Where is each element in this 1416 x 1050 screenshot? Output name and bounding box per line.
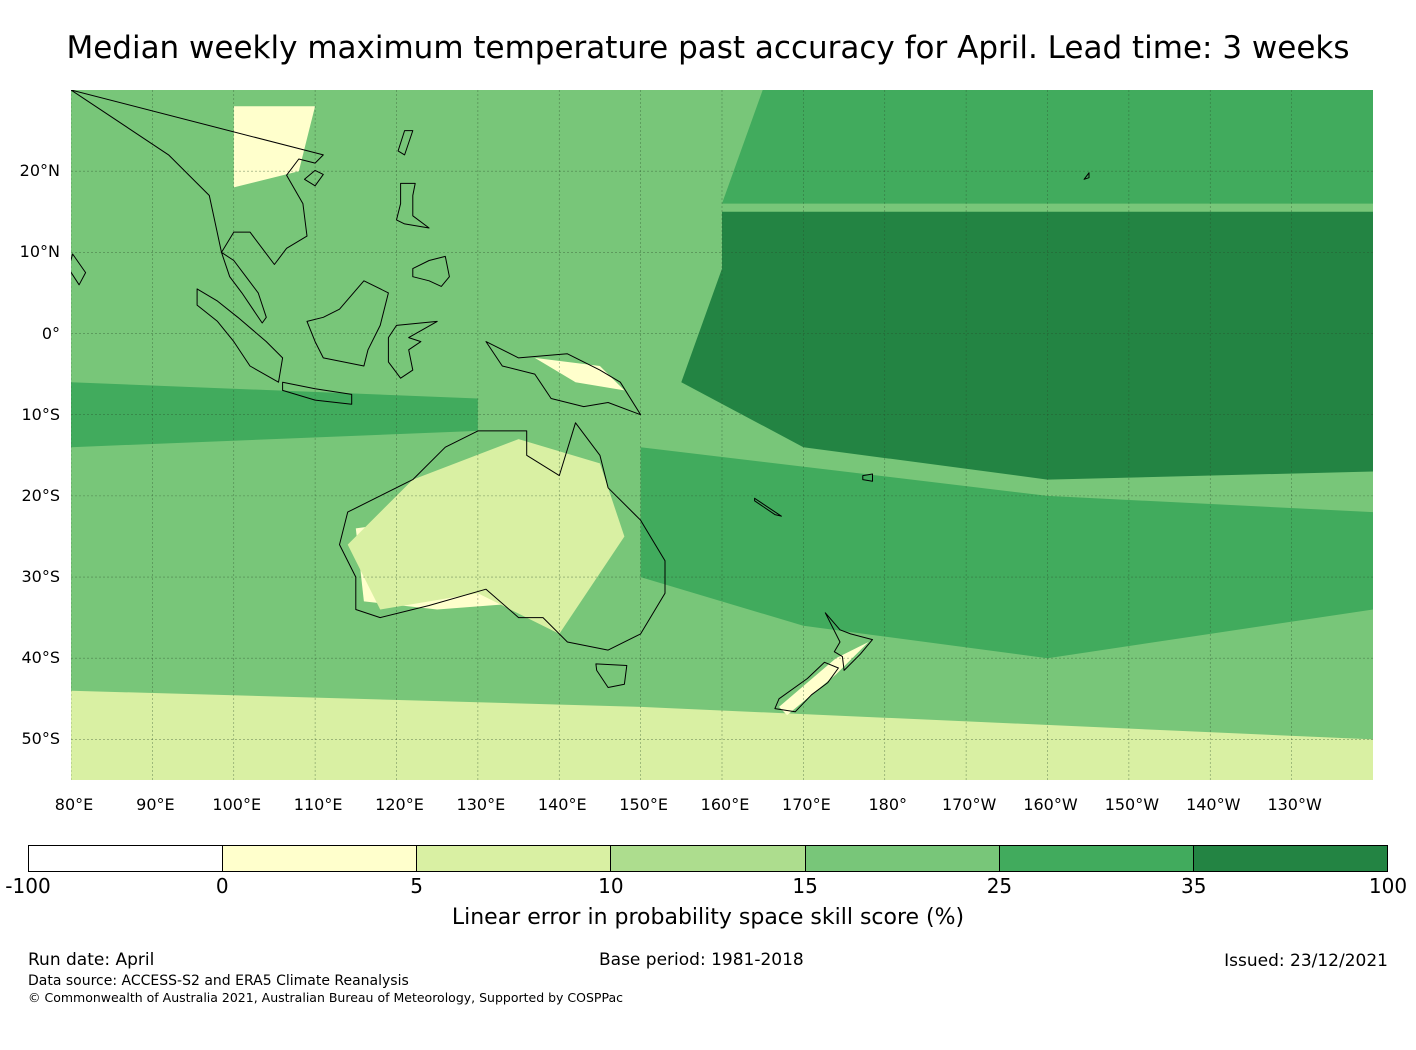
- lon-label: 80°E: [54, 795, 94, 814]
- region-equatorial-pacific-high-skill: [681, 211, 1373, 480]
- coastline-luzon: [396, 182, 430, 229]
- lon-label: 160°E: [700, 795, 750, 814]
- graticule: [71, 90, 1373, 780]
- coastline-fiji: [862, 473, 873, 482]
- lat-label: 0°: [41, 323, 60, 343]
- lon-label: 150°E: [619, 795, 668, 814]
- lon-label: 160°W: [1023, 795, 1078, 814]
- coastline-mindanao: [412, 255, 450, 287]
- lon-label: 140°E: [537, 795, 587, 814]
- coastline-sri-lanka: [71, 253, 87, 286]
- lon-label: 130°W: [1267, 795, 1322, 814]
- lon-label: 110°E: [293, 795, 343, 814]
- colorbar-tick-label: 100: [1368, 874, 1408, 898]
- map-title: Median weekly maximum temperature past a…: [66, 30, 1350, 66]
- coastline-new-guinea: [485, 341, 642, 416]
- lon-label: 120°E: [375, 795, 424, 814]
- coastline-hawaii: [1083, 172, 1090, 180]
- colorbar-tick-label: 25: [986, 874, 1013, 898]
- skill-score-map: [71, 90, 1373, 780]
- coastline-hainan: [304, 169, 324, 187]
- lat-label: 40°S: [21, 648, 60, 668]
- colorbar-label: Linear error in probability space skill …: [451, 905, 965, 930]
- colorbar-tick-label: 35: [1180, 874, 1207, 898]
- colorbar-tick-label: 5: [410, 874, 423, 898]
- coastline-nz-north: [824, 612, 873, 671]
- colorbar-tick-label: 15: [792, 874, 818, 898]
- lat-label: 10°N: [19, 242, 60, 262]
- map-canvas: [71, 90, 1373, 780]
- coastlines: [71, 90, 1090, 713]
- lat-label: 30°S: [21, 567, 60, 587]
- base-period: Base period: 1981-2018: [599, 950, 804, 970]
- colorbar-segment: [29, 846, 224, 871]
- lat-label: 50°S: [21, 729, 60, 749]
- colorbar: [28, 845, 1388, 872]
- lon-label: 170°W: [941, 795, 997, 814]
- coastline-tasmania: [595, 663, 628, 688]
- region-australia-north: [347, 439, 625, 634]
- colorbar-segment: [223, 846, 418, 871]
- region-new-zealand-light: [779, 642, 869, 716]
- lon-label: 90°E: [136, 795, 175, 814]
- colorbar-segment: [1193, 846, 1387, 871]
- colorbar-tick-label: -100: [5, 874, 51, 898]
- colorbar-segment: [417, 846, 612, 871]
- issued-date: Issued: 23/12/2021: [1224, 951, 1388, 971]
- coastline-nz-south: [774, 661, 839, 713]
- copyright-notice: © Commonwealth of Australia 2021, Austra…: [28, 990, 623, 1005]
- region-south-pacific-band: [640, 447, 1373, 659]
- lat-label: 20°N: [19, 161, 60, 181]
- region-se-asia-light: [233, 106, 316, 188]
- region-new-guinea-light: [534, 357, 625, 391]
- coastline-malay-peninsula: [221, 251, 267, 324]
- lon-label: 180°: [868, 795, 908, 814]
- colorbar-tick-label: 0: [215, 874, 229, 898]
- data-source: Data source: ACCESS-S2 and ERA5 Climate …: [28, 973, 409, 989]
- lon-label: 100°E: [212, 795, 262, 814]
- coastline-australia: [339, 422, 666, 651]
- colorbar-segment: [999, 846, 1194, 871]
- coastline-java: [282, 381, 353, 405]
- coastline-borneo: [306, 280, 389, 367]
- colorbar-tick-label: 10: [598, 874, 624, 898]
- coastline-sumatra: [196, 288, 284, 383]
- region-indian-ocean-band: [71, 382, 478, 448]
- colorbar-segment: [611, 846, 806, 871]
- lon-label: 140°W: [1186, 795, 1241, 814]
- lat-label: 20°S: [21, 485, 60, 505]
- lon-label: 150°W: [1104, 795, 1160, 814]
- lat-label: 10°S: [21, 404, 60, 424]
- lon-label: 130°E: [456, 795, 506, 814]
- coastline-indochina: [71, 90, 324, 265]
- coastline-sulawesi: [387, 320, 438, 379]
- coastline-taiwan: [397, 130, 414, 156]
- coastline-new-caledonia: [754, 497, 782, 517]
- run-date: Run date: April: [28, 950, 155, 970]
- lon-label: 170°E: [782, 795, 831, 814]
- colorbar-segment: [805, 846, 1000, 871]
